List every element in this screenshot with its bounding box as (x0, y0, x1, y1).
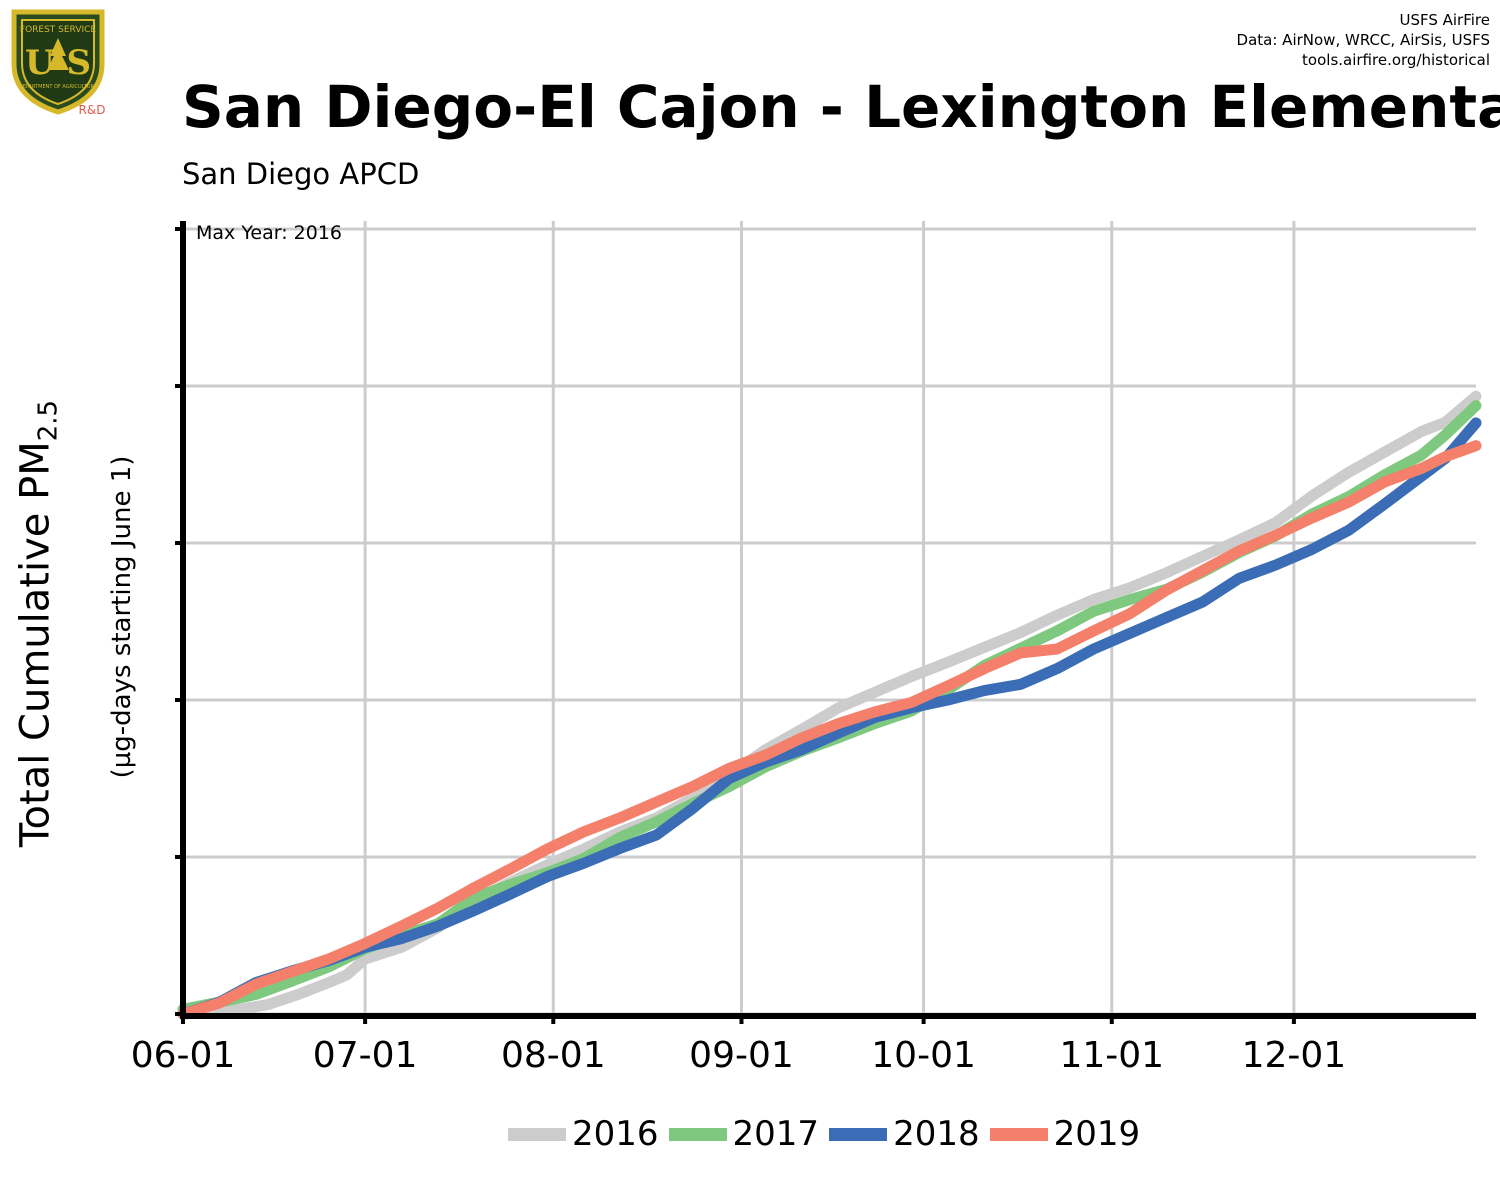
x-tick-label: 11-01 (1059, 1035, 1164, 1076)
legend-item-2017: 2017 (668, 1114, 820, 1154)
chart-title: San Diego-El Cajon - Lexington Elementar… (182, 74, 1500, 140)
legend-label: 2016 (572, 1114, 659, 1154)
grid-layer (181, 221, 1476, 1016)
legend-swatch (668, 1127, 727, 1141)
x-tick-labels: 06-01 07-01 08-01 09-01 10-01 11-01 12-01 (131, 1035, 1346, 1076)
legend-label: 2017 (732, 1114, 820, 1154)
credits-line-3: tools.airfire.org/historical (1302, 51, 1490, 69)
x-tick-label: 07-01 (313, 1035, 418, 1076)
y-axis-label: Total Cumulative PM2.5 (13, 274, 64, 974)
max-year-annotation: Max Year: 2016 (196, 222, 342, 244)
legend-swatch (829, 1127, 888, 1141)
logo-rd-label: R&D (79, 103, 106, 117)
credits-line-1: USFS AirFire (1399, 11, 1490, 29)
axis-layer (175, 221, 1476, 1024)
legend-item-2019: 2019 (989, 1114, 1141, 1154)
legend-label: 2019 (1053, 1114, 1141, 1154)
legend-item-2016: 2016 (508, 1114, 659, 1154)
x-tick-label: 06-01 (131, 1035, 236, 1076)
y-axis-label-text: Total Cumulative PM (12, 441, 59, 848)
series-line-2019 (177, 440, 1482, 1020)
legend-label: 2018 (893, 1114, 980, 1154)
series-line-2016 (177, 390, 1482, 1020)
legend-swatch (508, 1127, 566, 1141)
series-layer (177, 390, 1482, 1020)
series-line-2018 (177, 417, 1482, 1020)
x-tick-label: 12-01 (1242, 1035, 1347, 1076)
credits: USFS AirFire Data: AirNow, WRCC, AirSis,… (1237, 10, 1490, 70)
y-axis-units: (µg-days starting June 1) (107, 455, 137, 779)
credits-line-2: Data: AirNow, WRCC, AirSis, USFS (1236, 31, 1490, 49)
y-axis-label-subscript: 2.5 (33, 399, 64, 442)
chart-subtitle: San Diego APCD (182, 157, 420, 191)
usfs-logo: FOREST SERVICE U S DEPARTMENT OF AGRICUL… (11, 9, 106, 117)
x-tick-label: 09-01 (689, 1035, 794, 1076)
x-tick-label: 10-01 (871, 1035, 976, 1076)
legend: 2016 2017 2018 2019 (508, 1112, 1150, 1156)
legend-item-2018: 2018 (829, 1114, 980, 1154)
x-tick-label: 08-01 (501, 1035, 606, 1076)
logo-top-text: FOREST SERVICE (20, 25, 97, 35)
logo-bottom-text: DEPARTMENT OF AGRICULTURE (19, 84, 97, 90)
legend-swatch (989, 1127, 1048, 1141)
